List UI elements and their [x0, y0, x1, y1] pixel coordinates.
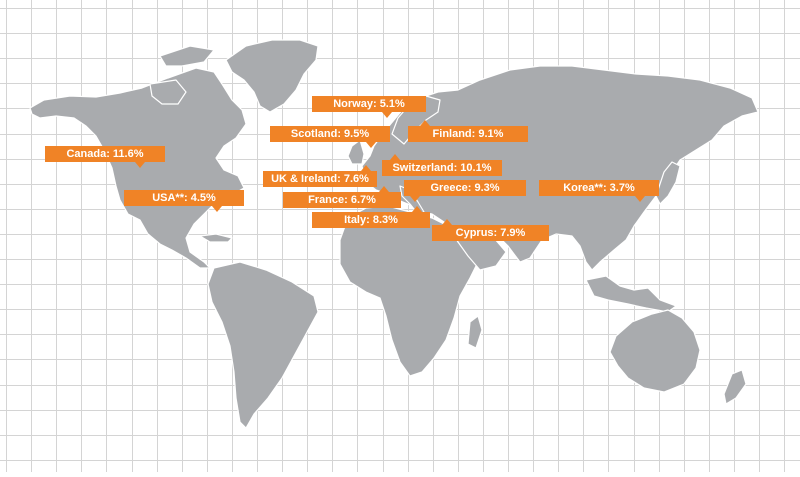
southeast-asia-islands [585, 275, 677, 313]
callout-norway: Norway: 5.1% [312, 96, 426, 118]
callout-finland-text: Finland: 9.1% [432, 128, 504, 140]
callout-uk-ireland: UK & Ireland: 7.6% [263, 165, 377, 187]
callout-switzerland-text: Switzerland: 10.1% [392, 162, 492, 174]
callout-cyprus-text: Cyprus: 7.9% [455, 227, 526, 239]
madagascar [467, 315, 483, 349]
british-isles [347, 139, 365, 165]
callout-italy-text: Italy: 8.3% [344, 214, 398, 226]
callout-greece-text: Greece: 9.3% [430, 182, 500, 194]
callout-usa-text: USA**: 4.5% [152, 192, 216, 204]
africa-landmass [339, 205, 479, 377]
callout-canada-text: Canada: 11.6% [66, 148, 144, 160]
caribbean-islands [199, 233, 233, 243]
greenland [225, 39, 319, 113]
callout-korea: Korea**: 3.7% [539, 180, 659, 202]
callout-norway-text: Norway: 5.1% [333, 98, 405, 110]
hudson-region [149, 79, 187, 105]
callout-cyprus: Cyprus: 7.9% [432, 219, 549, 241]
japan [655, 161, 681, 205]
callout-italy: Italy: 8.3% [312, 206, 430, 228]
landmasses [29, 39, 759, 429]
callout-uk-ireland-text: UK & Ireland: 7.6% [271, 173, 369, 185]
australia-landmass [609, 309, 701, 393]
callout-korea-text: Korea**: 3.7% [563, 182, 635, 194]
callout-france-text: France: 6.7% [308, 194, 376, 206]
new-zealand [723, 369, 747, 405]
arctic-islands [159, 45, 215, 67]
callout-usa: USA**: 4.5% [124, 190, 244, 212]
callout-france: France: 6.7% [283, 186, 401, 208]
callout-switzerland: Switzerland: 10.1% [382, 154, 502, 176]
callout-finland: Finland: 9.1% [408, 120, 528, 142]
callout-scotland: Scotland: 9.5% [270, 126, 390, 148]
south-america-landmass [207, 261, 319, 429]
callout-greece: Greece: 9.3% [404, 180, 526, 202]
callout-canada: Canada: 11.6% [45, 146, 165, 168]
callout-scotland-text: Scotland: 9.5% [290, 128, 370, 140]
